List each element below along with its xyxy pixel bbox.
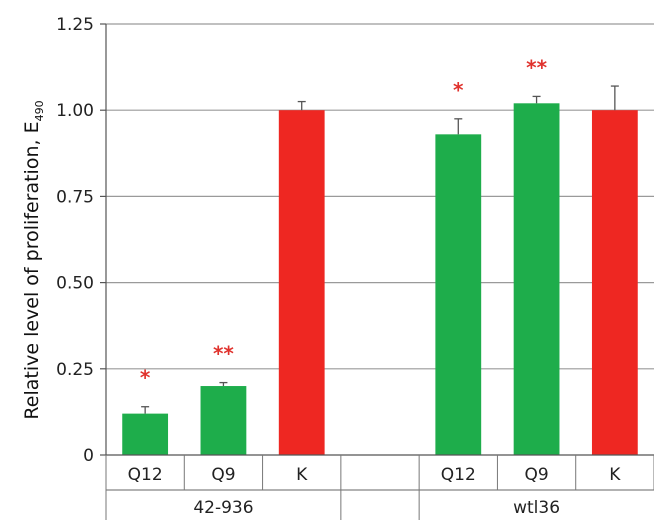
x-tick-label: Q9 <box>211 465 235 485</box>
category-axis: Q12 Q9 K Q12 Q9 K 42-936 wtl36 <box>105 454 654 520</box>
significance-marker: * <box>140 366 151 390</box>
x-tick-label: Q9 <box>524 465 548 485</box>
significance-marker: ** <box>526 55 547 79</box>
y-axis-label-main: Relative level of proliferation, E <box>21 121 43 419</box>
y-axis-label: Relative level of proliferation, E490 <box>21 100 46 419</box>
gridlines <box>106 23 654 370</box>
bars: ****** <box>122 55 638 455</box>
bar <box>122 413 169 455</box>
x-tick-label: K <box>296 465 308 485</box>
group-label: 42-936 <box>193 498 253 518</box>
bar <box>435 134 482 455</box>
bar <box>200 386 247 455</box>
y-tick-label: 0.75 <box>56 187 94 207</box>
y-axis-label-subscript: 490 <box>33 100 46 121</box>
significance-marker: ** <box>213 342 234 366</box>
x-tick-label: K <box>609 465 621 485</box>
y-tick-label: 0 <box>83 446 94 466</box>
x-tick-label: Q12 <box>128 465 163 485</box>
significance-marker: * <box>453 78 464 102</box>
y-tick-label: 1.00 <box>56 101 94 121</box>
bar <box>513 103 560 455</box>
x-tick-label: Q12 <box>441 465 476 485</box>
bar <box>278 110 325 455</box>
y-tick-label: 0.25 <box>56 360 94 380</box>
y-tick-label: 1.25 <box>56 15 94 35</box>
group-label: wtl36 <box>513 498 560 518</box>
y-ticks: 0 0.25 0.50 0.75 1.00 1.25 <box>56 15 107 466</box>
y-tick-label: 0.50 <box>56 274 94 294</box>
bar <box>591 110 638 455</box>
